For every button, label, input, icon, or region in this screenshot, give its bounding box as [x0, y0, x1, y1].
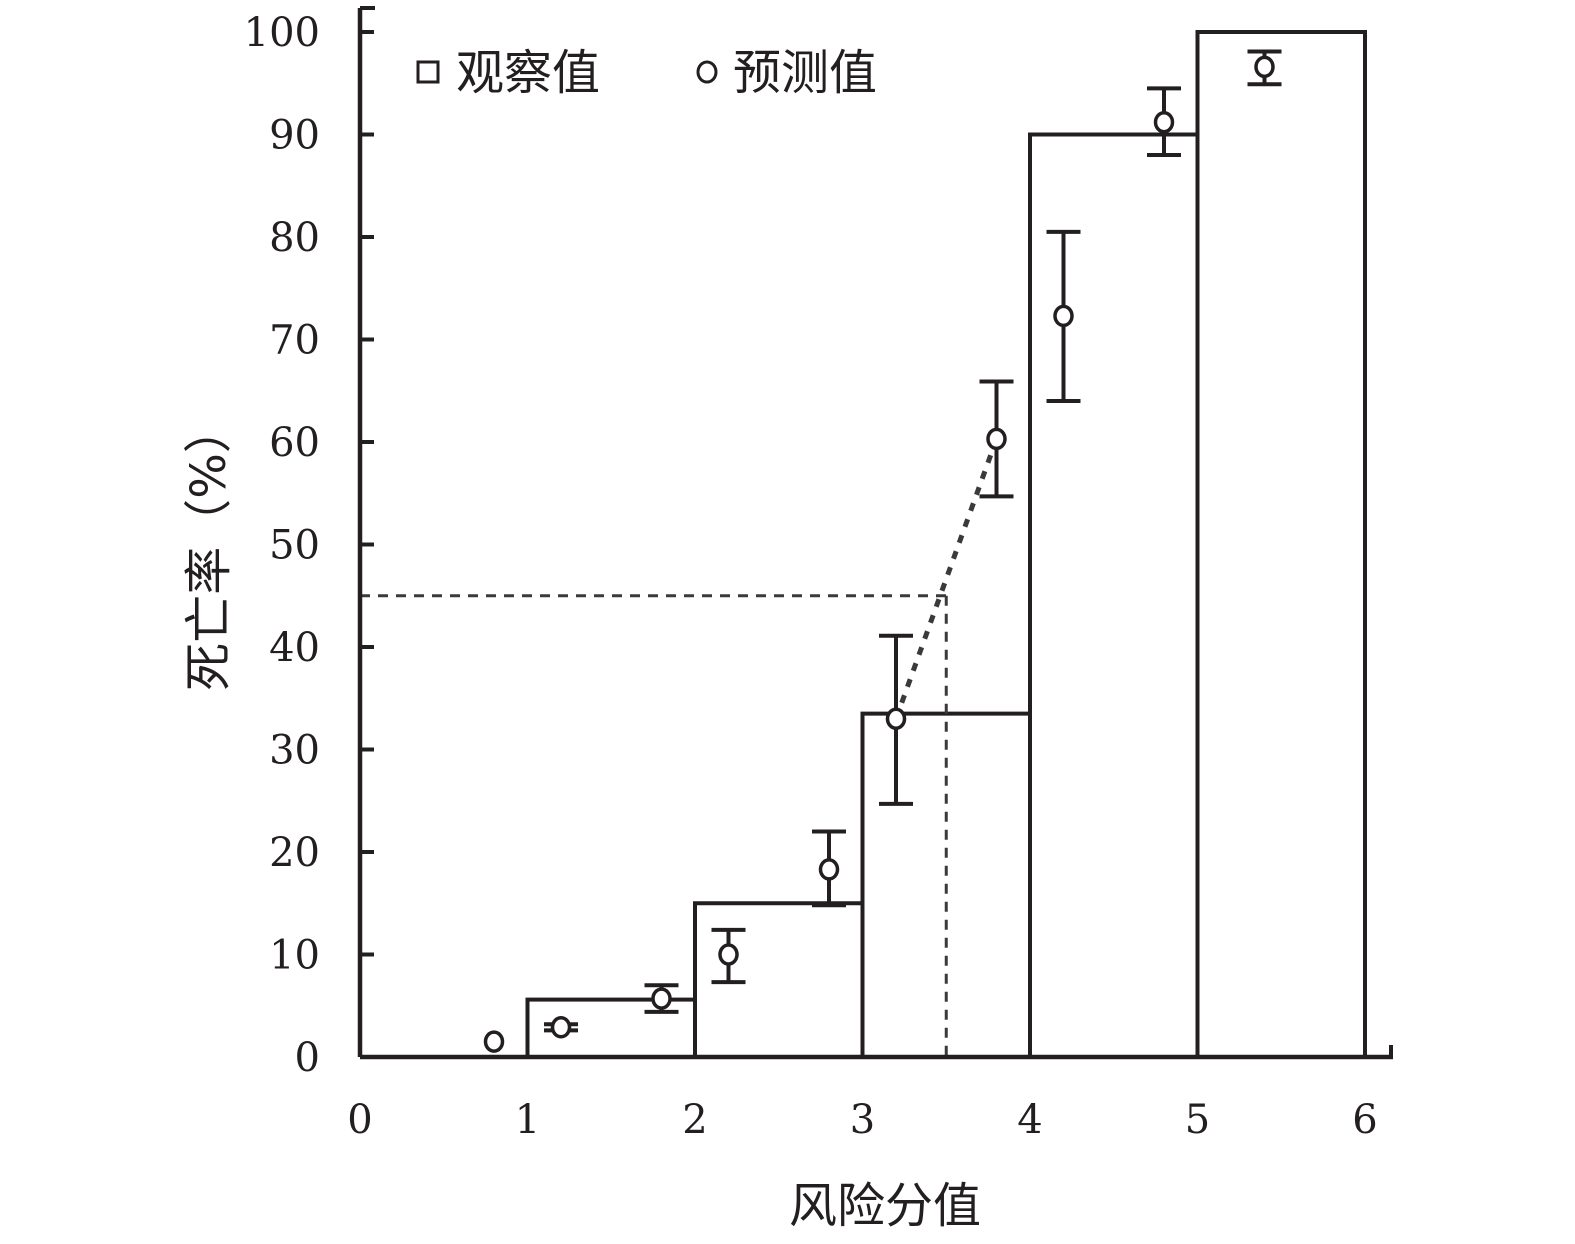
- legend: 观察值 预测值: [416, 45, 877, 101]
- y-tick-label-0: 0: [295, 1035, 320, 1081]
- predicted-point-8: [1053, 304, 1074, 328]
- x-tick-label-6: 6: [1352, 1097, 1377, 1143]
- predicted-point-5: [818, 858, 840, 881]
- predicted-point-4: [718, 943, 739, 966]
- legend-circle-icon: [696, 60, 718, 84]
- y-tick-label-80: 80: [269, 215, 320, 261]
- predicted-point-7: [986, 427, 1007, 451]
- y-tick-label-10: 10: [269, 933, 320, 979]
- y-axis-title: 死亡率（%）: [181, 405, 237, 691]
- y-tick-label-70: 70: [269, 318, 320, 364]
- observed-bar-3: [693, 901, 865, 1059]
- observed-bar-6: [1195, 30, 1367, 1059]
- x-tick-label-3: 3: [850, 1097, 875, 1143]
- predicted-point-2: [550, 1016, 572, 1039]
- axes: [357, 6, 1393, 1060]
- y-tick-label-30: 30: [269, 728, 320, 774]
- legend-label-predicted: 预测值: [733, 45, 877, 101]
- tick-labels: 0 10 20 30 40 50 60 70 80 90 100 0 1 2 3 4 5 6: [244, 10, 1378, 1143]
- predicted-point-10: [1254, 55, 1275, 79]
- x-axis-title: 风险分值: [789, 1178, 981, 1234]
- predicted-point-3: [651, 987, 672, 1010]
- predicted-point-1: [483, 1030, 505, 1053]
- predicted-point-9: [1153, 110, 1175, 134]
- x-tick-label-5: 5: [1185, 1097, 1210, 1143]
- x-tick-label-1: 1: [515, 1097, 540, 1143]
- y-tick-label-60: 60: [269, 420, 320, 466]
- y-tick-label-100: 100: [244, 10, 320, 56]
- predicted-point-6: [885, 707, 907, 730]
- predicted-points: [483, 49, 1282, 1053]
- x-tick-label-2: 2: [682, 1097, 707, 1143]
- legend-label-observed: 观察值: [456, 45, 600, 101]
- threshold-guides: [360, 438, 999, 1057]
- observed-bar-5: [1028, 132, 1200, 1059]
- y-tick-label-90: 90: [269, 113, 320, 159]
- y-tick-label-20: 20: [269, 830, 320, 876]
- y-tick-label-40: 40: [269, 625, 320, 671]
- y-tick-label-50: 50: [269, 523, 320, 569]
- x-tick-label-4: 4: [1017, 1097, 1042, 1143]
- legend-square-icon: [416, 60, 440, 84]
- x-tick-label-0: 0: [347, 1097, 372, 1143]
